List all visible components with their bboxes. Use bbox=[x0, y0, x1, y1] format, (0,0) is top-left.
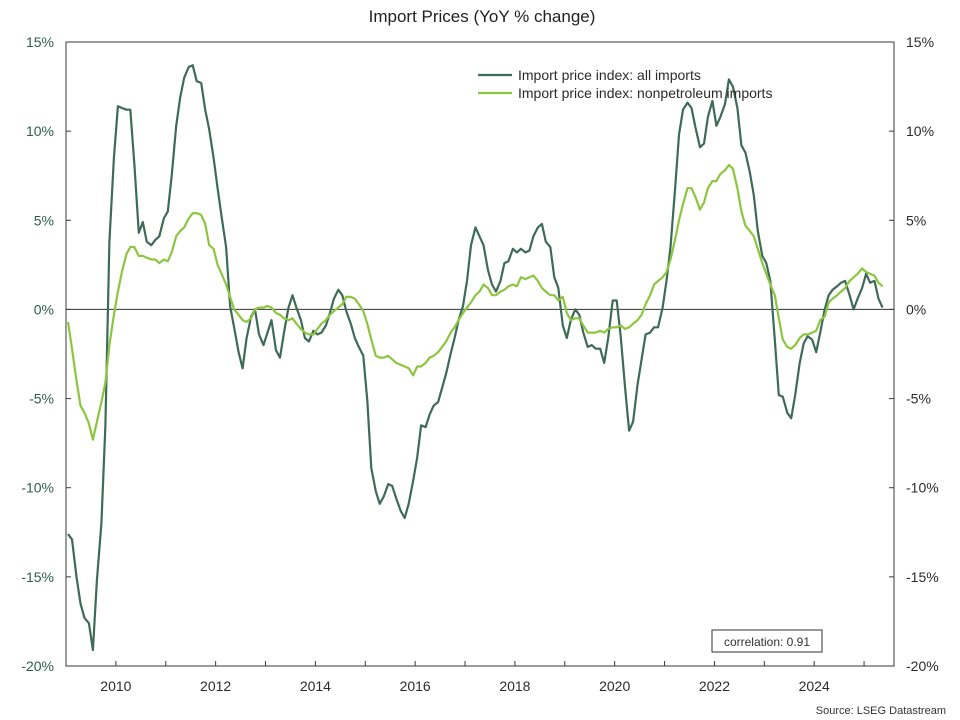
y-tick-label-right: -15% bbox=[906, 569, 939, 585]
y-tick-label-left: -5% bbox=[29, 391, 54, 407]
source-note: Source: LSEG Datastream bbox=[816, 705, 946, 717]
y-axis-left: 15% 10% 5% 0% -5% -10% -15% -20% bbox=[21, 34, 71, 674]
x-tick-label: 2012 bbox=[200, 678, 231, 694]
correlation-box bbox=[711, 629, 823, 653]
y-tick-label-right: 10% bbox=[906, 123, 934, 139]
series-lines bbox=[66, 64, 884, 652]
y-tick-label-left: -15% bbox=[21, 569, 54, 585]
x-tick-label: 2018 bbox=[499, 678, 530, 694]
x-tick-label: 2014 bbox=[300, 678, 331, 694]
y-tick-label-right: 5% bbox=[906, 212, 926, 228]
legend-label: Import price index: all imports bbox=[518, 67, 701, 83]
correlation-note: correlation: 0.91 bbox=[711, 629, 823, 653]
y-tick-label-right: 15% bbox=[906, 34, 934, 50]
series-line-all-imports bbox=[67, 64, 884, 652]
y-tick-label-right: -20% bbox=[906, 658, 939, 674]
x-tick-label: 2022 bbox=[699, 678, 730, 694]
axes bbox=[65, 41, 895, 667]
y-tick-label-left: 5% bbox=[34, 212, 54, 228]
chart-title: Import Prices (YoY % change) bbox=[369, 7, 596, 26]
plot-frame bbox=[65, 41, 895, 667]
y-tick-label-left: -20% bbox=[21, 658, 54, 674]
legend-label: Import price index: nonpetroleum imports bbox=[518, 85, 772, 101]
y-tick-label-left: 15% bbox=[26, 34, 54, 50]
correlation-label: correlation: 0.91 bbox=[724, 635, 810, 649]
x-tick-label: 2010 bbox=[100, 678, 131, 694]
legend: Import price index: all imports Import pr… bbox=[478, 67, 772, 101]
y-tick-label-left: 0% bbox=[34, 301, 54, 317]
series-line-nonpetroleum bbox=[66, 163, 884, 441]
x-axis: 2010 2012 2014 2016 2018 2020 2022 2024 bbox=[65, 661, 865, 694]
y-tick-label-left: -10% bbox=[21, 480, 54, 496]
x-tick-label: 2020 bbox=[599, 678, 630, 694]
y-tick-label-right: -10% bbox=[906, 480, 939, 496]
y-tick-label-right: 0% bbox=[906, 301, 926, 317]
y-tick-label-right: -5% bbox=[906, 391, 931, 407]
x-tick-label: 2016 bbox=[400, 678, 431, 694]
y-axis-right: 15% 10% 5% 0% -5% -10% -15% -20% bbox=[889, 34, 939, 674]
y-tick-label-left: 10% bbox=[26, 123, 54, 139]
x-tick-label: 2024 bbox=[799, 678, 830, 694]
